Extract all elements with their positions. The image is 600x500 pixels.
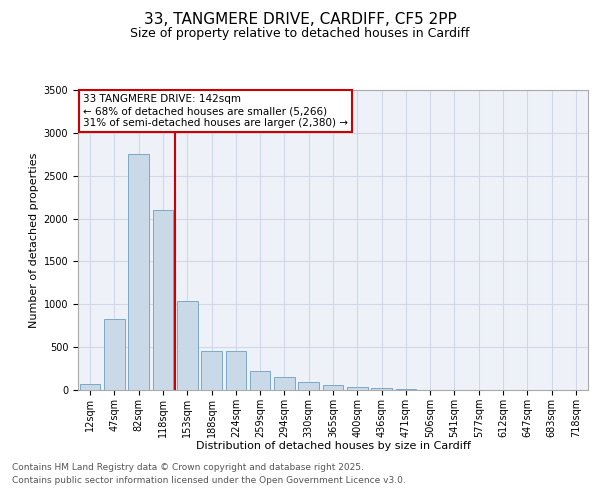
X-axis label: Distribution of detached houses by size in Cardiff: Distribution of detached houses by size … xyxy=(196,442,470,452)
Bar xyxy=(323,386,343,390)
Bar xyxy=(395,389,416,390)
Bar xyxy=(128,154,149,390)
Text: Size of property relative to detached houses in Cardiff: Size of property relative to detached ho… xyxy=(130,28,470,40)
Bar xyxy=(274,377,295,390)
Text: Contains public sector information licensed under the Open Government Licence v3: Contains public sector information licen… xyxy=(12,476,406,485)
Bar xyxy=(104,319,125,390)
Text: Contains HM Land Registry data © Crown copyright and database right 2025.: Contains HM Land Registry data © Crown c… xyxy=(12,464,364,472)
Bar xyxy=(177,301,197,390)
Y-axis label: Number of detached properties: Number of detached properties xyxy=(29,152,40,328)
Text: 33, TANGMERE DRIVE, CARDIFF, CF5 2PP: 33, TANGMERE DRIVE, CARDIFF, CF5 2PP xyxy=(143,12,457,28)
Bar xyxy=(152,210,173,390)
Bar xyxy=(226,352,246,390)
Text: 33 TANGMERE DRIVE: 142sqm
← 68% of detached houses are smaller (5,266)
31% of se: 33 TANGMERE DRIVE: 142sqm ← 68% of detac… xyxy=(83,94,348,128)
Bar xyxy=(371,388,392,390)
Bar xyxy=(250,371,271,390)
Bar xyxy=(298,382,319,390)
Bar xyxy=(201,352,222,390)
Bar xyxy=(80,384,100,390)
Bar xyxy=(347,388,368,390)
